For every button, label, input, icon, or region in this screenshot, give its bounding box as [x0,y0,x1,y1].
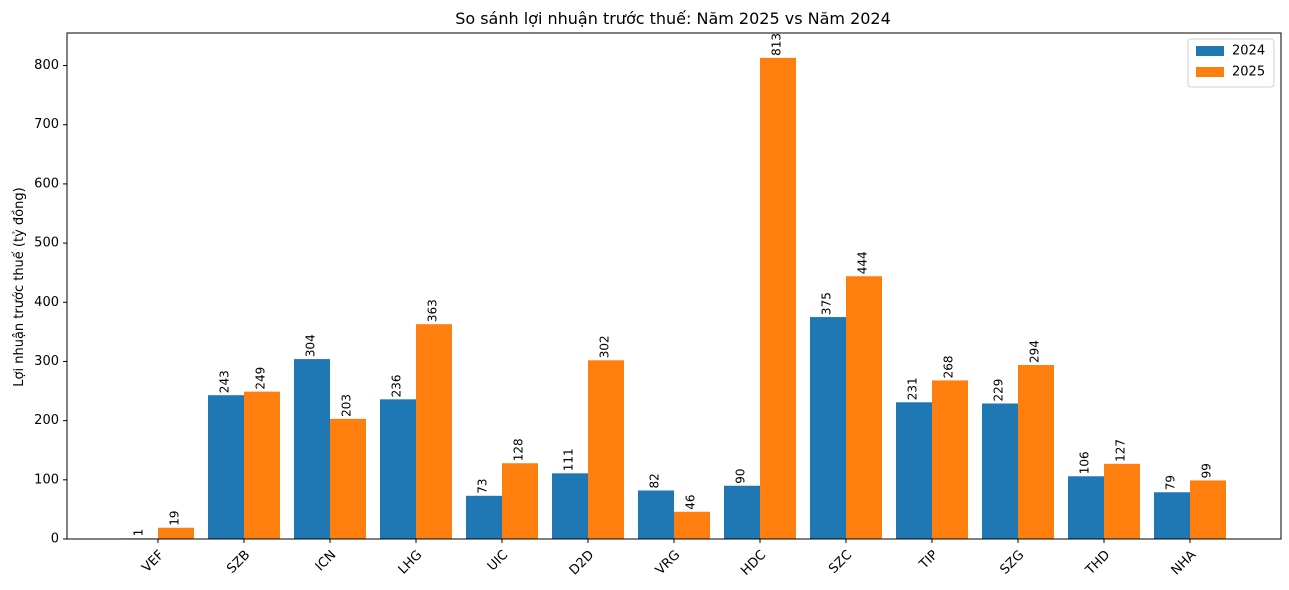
data-label-2024-hdc: 90 [734,468,748,483]
y-tick-label-400: 400 [34,295,59,310]
legend-label-2025: 2025 [1232,65,1265,80]
data-label-2025-d2d: 302 [598,335,612,358]
x-tick-label-tip: TIP [916,548,941,573]
x-axis: VEF SZB ICN LHG UIC D2D VRG HDC SZC TIP SZG THD NHA [139,539,1199,579]
legend: 2024 2025 [1187,38,1275,88]
x-tick-label-uic: UIC [485,548,511,574]
y-tick-label-300: 300 [34,354,59,369]
data-label-2024-nha: 79 [1164,475,1178,490]
data-label-2025-szc: 444 [856,251,870,274]
y-axis-label: Lợi nhuận trước thuế (tỷ đồng) [12,187,27,386]
bar-2025-tip [932,380,968,539]
bar-2025-thd [1104,463,1140,539]
data-label-2025-hdc: 813 [770,33,784,56]
y-tick-label-800: 800 [34,58,59,73]
data-label-2024-vrg: 82 [648,473,662,488]
bar-2024-d2d [552,473,588,539]
x-tick-label-vrg: VRG [653,548,683,578]
bar-2024-szc [810,317,846,539]
bar-2024-szg [982,403,1018,539]
y-tick-label-500: 500 [34,236,59,251]
x-tick-label-lhg: LHG [396,548,426,578]
x-tick-label-hdc: HDC [738,548,769,579]
bar-2024-thd [1068,476,1104,539]
x-tick-label-szb: SZB [224,548,253,577]
legend-label-2024: 2024 [1232,44,1265,59]
plot-frame [66,32,1282,540]
data-label-2025-szb: 249 [254,367,268,390]
bar-2024-hdc [724,485,760,539]
bar-2024-vrg [638,490,674,539]
legend-swatch-2025 [1196,67,1224,77]
data-label-2024-d2d: 111 [562,448,576,471]
bar-2024-lhg [380,399,416,539]
data-label-2025-vrg: 46 [684,494,698,509]
y-tick-label-700: 700 [34,117,59,132]
data-label-2025-vef: 19 [168,510,182,525]
data-label-2024-tip: 231 [906,377,920,400]
y-axis: 0 100 200 300 400 500 600 700 800 [34,58,67,547]
bar-2025-szg [1018,365,1054,539]
data-label-2024-icn: 304 [304,334,318,357]
data-label-2024-lhg: 236 [390,374,404,397]
data-label-2024-thd: 106 [1078,451,1092,474]
bar-2025-nha [1190,480,1226,539]
x-tick-label-d2d: D2D [567,548,598,579]
x-tick-label-thd: THD [1082,548,1113,579]
bar-2025-d2d [588,360,624,539]
data-label-2024-uic: 73 [476,479,490,494]
bar-2024-nha [1154,492,1190,539]
chart-title: So sánh lợi nhuận trước thuế: Năm 2025 v… [455,9,891,28]
x-tick-label-icn: ICN [313,548,340,575]
data-label-2024-szg: 229 [992,379,1006,402]
x-tick-label-vef: VEF [139,548,167,576]
bar-2025-vrg [674,511,710,539]
data-label-2025-icn: 203 [340,394,354,417]
x-tick-label-szg: SZG [997,548,1027,578]
data-label-2024-vef: 1 [132,529,146,537]
bar-2025-icn [330,418,366,539]
data-label-2024-szb: 243 [218,370,232,393]
bar-2024-uic [466,495,502,539]
data-label-2024-szc: 375 [820,292,834,315]
data-label-2025-nha: 99 [1200,463,1214,478]
bars-layer [122,57,1226,539]
bar-2024-szb [208,395,244,539]
x-tick-label-szc: SZC [826,548,855,577]
data-label-2025-tip: 268 [942,355,956,378]
y-tick-label-0: 0 [51,532,59,547]
bar-2025-uic [502,463,538,539]
data-label-2025-uic: 128 [512,438,526,461]
bar-2025-szc [846,276,882,539]
data-label-2025-szg: 294 [1028,340,1042,363]
y-tick-label-200: 200 [34,413,59,428]
y-tick-label-600: 600 [34,176,59,191]
legend-swatch-2024 [1196,46,1224,56]
y-tick-label-100: 100 [34,472,59,487]
bar-2025-hdc [760,57,796,539]
data-label-2025-lhg: 363 [426,299,440,322]
bar-2025-lhg [416,324,452,539]
x-tick-label-nha: NHA [1169,548,1200,579]
data-label-2025-thd: 127 [1114,439,1128,462]
bar-2024-icn [294,359,330,539]
bar-2025-szb [244,391,280,539]
bar-2024-tip [896,402,932,539]
bar-2025-vef [158,527,194,539]
data-labels-layer: 1 19 243 249 304 203 236 363 73 128 111 302 82 46 90 81… [132,33,1214,536]
